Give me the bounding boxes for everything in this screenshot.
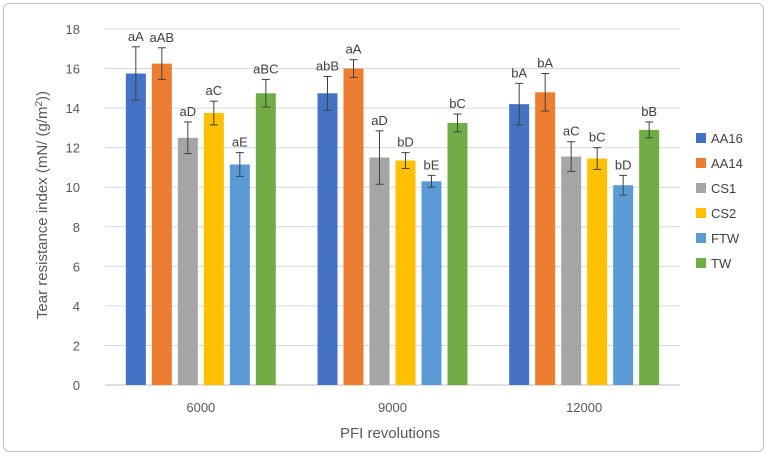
data-label: aAB [150, 30, 175, 45]
bar-aa14-9000 [343, 68, 364, 386]
error-bar [401, 152, 410, 169]
legend-item-tw: TW [696, 256, 732, 271]
legend-label: AA16 [711, 131, 743, 146]
y-tick-label: 14 [66, 101, 80, 116]
legend-item-aa14: AA14 [696, 156, 743, 171]
bar-tw-9000 [447, 122, 468, 385]
y-tick-label: 4 [73, 299, 80, 314]
error-bar [427, 174, 436, 188]
y-axis-title: Tear resistance index (mN/ (g/m2)) [34, 91, 51, 319]
data-label: aD [180, 104, 197, 119]
bar-aa14-12000 [535, 92, 556, 386]
bar-aa16-6000 [125, 73, 146, 385]
bar-ftw-9000 [421, 181, 442, 385]
data-label: bC [449, 96, 466, 111]
data-label: bD [615, 157, 632, 172]
error-bar [235, 152, 244, 177]
bar-aa16-12000 [509, 104, 530, 386]
error-bar [541, 73, 550, 112]
y-tick-label: 16 [66, 62, 80, 77]
legend-swatch [696, 133, 706, 143]
bar-cs1-12000 [561, 156, 582, 385]
x-axis-ticks: 6000 9000 12000 [186, 400, 602, 415]
error-bar [323, 75, 332, 111]
legend-label: AA14 [711, 156, 743, 171]
bar-tw-6000 [255, 93, 276, 386]
legend-label: TW [711, 256, 732, 271]
legend-item-aa16: AA16 [696, 131, 743, 146]
bar-cs2-12000 [587, 158, 608, 385]
bar-aa14-6000 [151, 63, 172, 385]
error-bar [645, 121, 654, 139]
y-axis-ticks: 0 2 4 6 8 10 12 14 16 18 [66, 22, 80, 393]
y-tick-label: 0 [73, 378, 80, 393]
legend-swatch [696, 233, 706, 243]
legend-swatch [696, 258, 706, 268]
data-label: bB [641, 104, 657, 119]
bars: aA aAB aD aC aE aBC abB aA aD bD bE bC bA bA aC bC bD bB [125, 29, 660, 386]
error-bar [183, 121, 192, 155]
legend-item-cs1: CS1 [696, 181, 736, 196]
y-axis-title-end: )) [34, 91, 51, 101]
error-bar [375, 130, 384, 185]
data-label: aE [232, 135, 248, 150]
legend-swatch [696, 208, 706, 218]
data-label: bA [537, 56, 553, 71]
y-axis-title-superscript: 2 [34, 100, 45, 106]
data-label: bE [424, 157, 440, 172]
data-label: bC [589, 130, 606, 145]
x-tick-label: 6000 [186, 400, 215, 415]
bar-aa16-9000 [317, 93, 338, 386]
error-bar [349, 59, 358, 78]
legend-label: CS1 [711, 181, 736, 196]
gridlines [105, 28, 680, 386]
data-label: aC [206, 83, 223, 98]
legend-swatch [696, 158, 706, 168]
legend-item-cs2: CS2 [696, 206, 736, 221]
x-tick-label: 12000 [566, 400, 602, 415]
bar-cs1-9000 [369, 157, 390, 385]
y-tick-label: 12 [66, 141, 80, 156]
bar-cs1-6000 [177, 137, 198, 385]
error-bar [261, 78, 270, 108]
error-bar [453, 113, 462, 133]
data-label: aA [128, 29, 144, 44]
bar-ftw-6000 [229, 164, 250, 385]
bar-cs2-9000 [395, 160, 416, 385]
x-tick-label: 9000 [378, 400, 407, 415]
legend-swatch [696, 183, 706, 193]
y-tick-label: 2 [73, 338, 80, 353]
data-label: bA [511, 65, 527, 80]
legend-label: CS2 [711, 206, 736, 221]
error-bar [619, 174, 628, 196]
error-bar [515, 82, 524, 126]
bar-tw-12000 [639, 129, 660, 385]
y-axis-title-main: Tear resistance index (mN/ (g/m [34, 106, 51, 319]
legend-item-ftw: FTW [696, 231, 740, 246]
y-tick-label: 8 [73, 220, 80, 235]
data-label: bD [397, 135, 414, 150]
legend: AA16 AA14 CS1 CS2 FTW TW [696, 131, 743, 271]
error-bar [209, 100, 218, 126]
bar-cs2-6000 [203, 113, 224, 386]
error-bar [567, 141, 576, 172]
data-label: aA [346, 42, 362, 57]
x-axis-title: PFI revolutions [340, 425, 440, 442]
data-label: aBC [253, 61, 278, 76]
data-label: abB [316, 58, 339, 73]
y-tick-label: 10 [66, 180, 80, 195]
error-bar [131, 46, 140, 101]
y-tick-label: 18 [66, 22, 80, 37]
y-tick-label: 6 [73, 259, 80, 274]
legend-label: FTW [711, 231, 740, 246]
data-label: aD [371, 113, 388, 128]
error-bar [157, 47, 166, 80]
error-bar [593, 147, 602, 170]
data-label: aC [563, 124, 580, 139]
bar-ftw-12000 [613, 185, 634, 385]
